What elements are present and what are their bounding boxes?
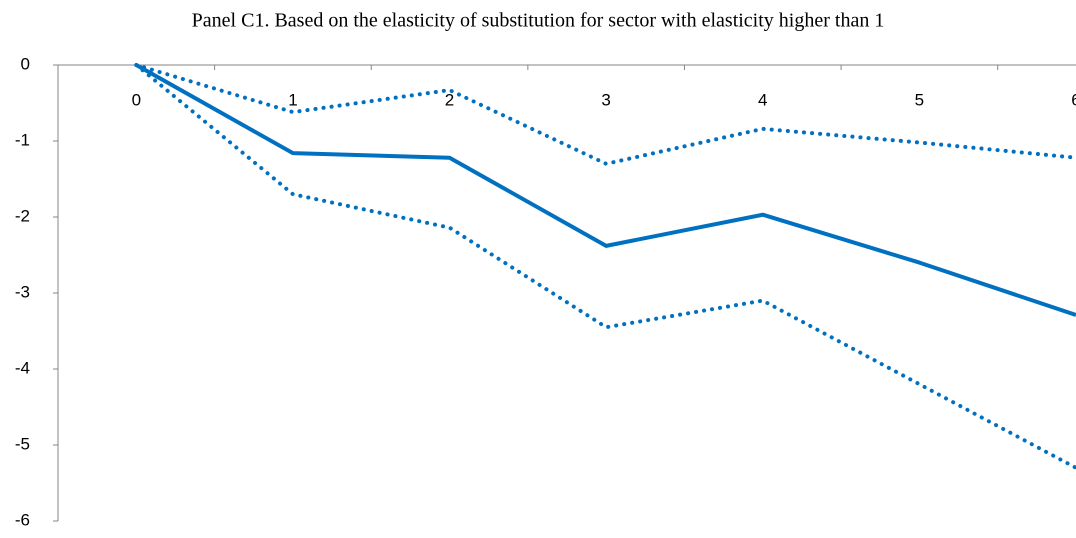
y-tick-label: -4 xyxy=(15,358,30,377)
x-tick-label: 5 xyxy=(915,90,924,109)
x-tick-label: 4 xyxy=(758,90,767,109)
y-tick-label: -6 xyxy=(15,510,30,529)
y-tick-label: 0 xyxy=(21,54,30,73)
series-line xyxy=(135,63,1076,317)
chart-title: Panel C1. Based on the elasticity of sub… xyxy=(192,10,885,32)
y-tick-label: -5 xyxy=(15,434,30,453)
x-tick-label: 3 xyxy=(601,90,610,109)
series-line xyxy=(134,63,1076,470)
y-tick-label: -1 xyxy=(15,130,30,149)
series-line xyxy=(134,63,1076,166)
x-tick-label: 0 xyxy=(132,90,141,109)
x-tick-label: 2 xyxy=(445,90,454,109)
y-tick-label: -3 xyxy=(15,282,30,301)
x-tick-label: 1 xyxy=(288,90,297,109)
x-tick-label: 6 xyxy=(1071,90,1076,109)
y-tick-label: -2 xyxy=(15,206,30,225)
